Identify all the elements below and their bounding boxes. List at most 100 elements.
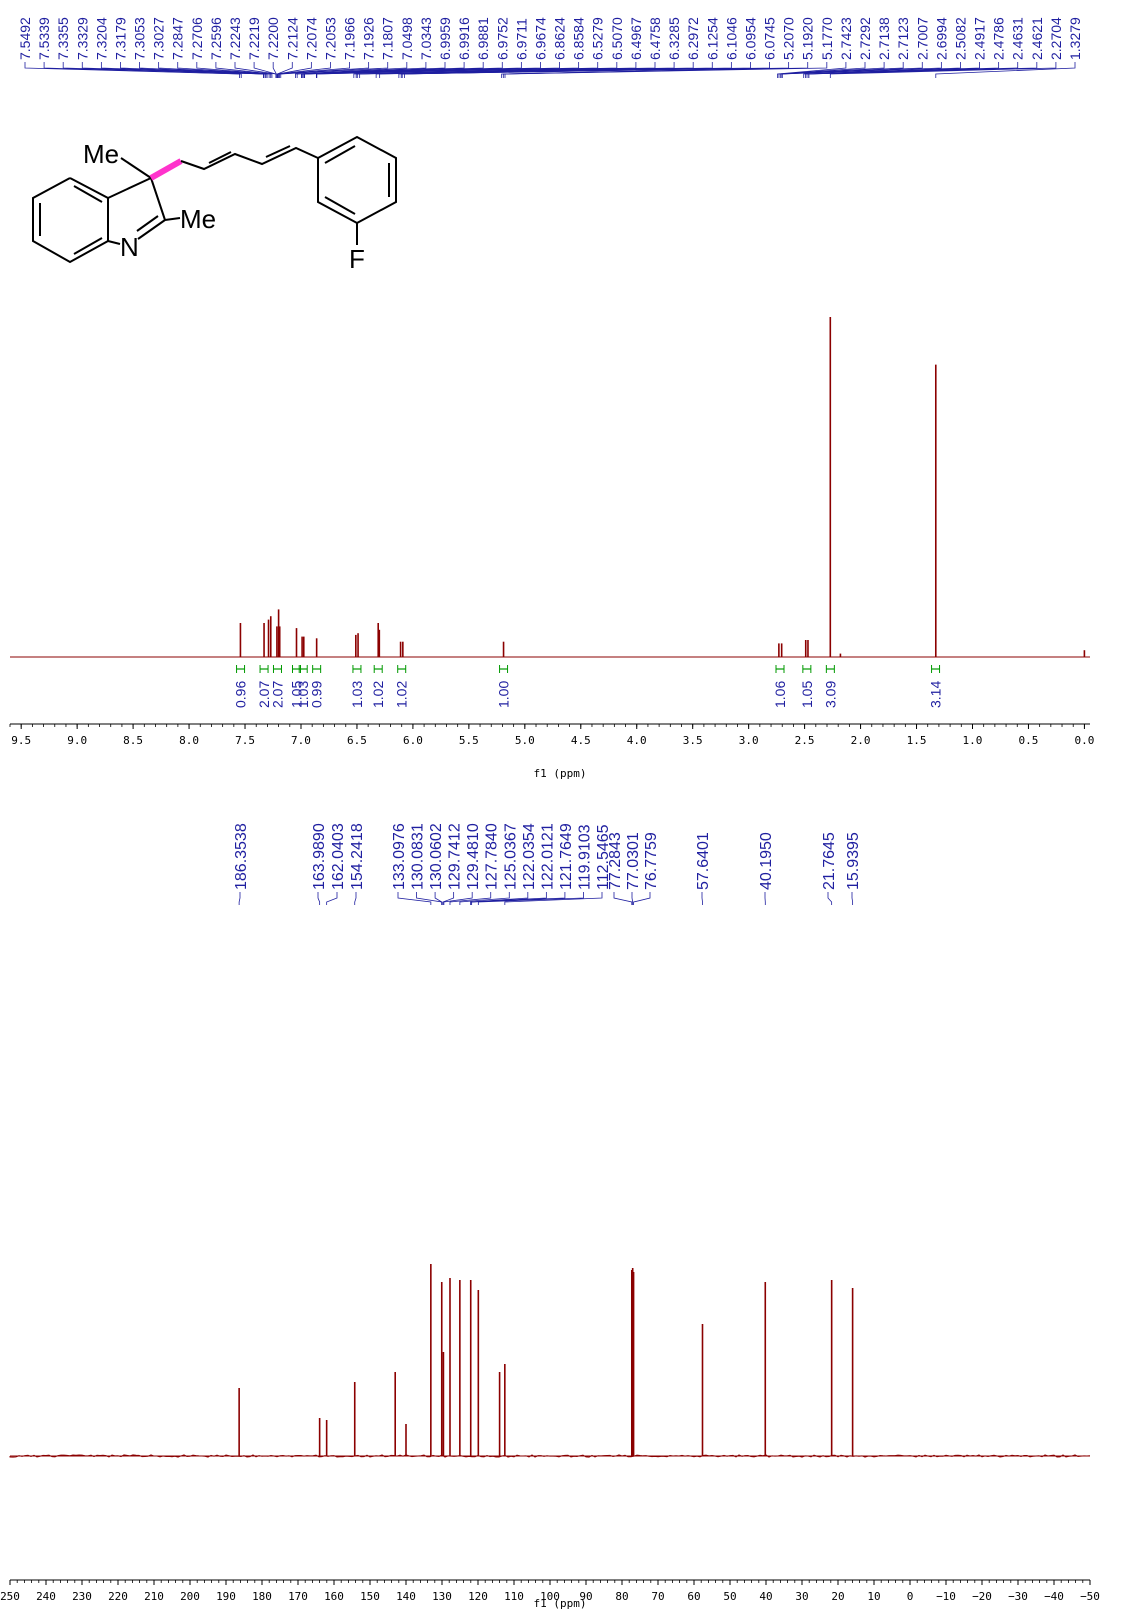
- peak-label: 2.6994: [933, 17, 949, 60]
- peak-label: 6.1254: [704, 17, 720, 60]
- tick-label: 80: [615, 1590, 628, 1603]
- h1-integrals: 0.96 2.072.07 1.051.030.99 1.03 1.02 1.02 1.00…: [233, 665, 944, 708]
- tick-label: 7.0: [291, 734, 311, 747]
- peak-label: 162.0403: [330, 823, 347, 890]
- label-connector: [633, 892, 651, 905]
- peak-label: 40.1950: [758, 832, 775, 890]
- peak-label: 7.3053: [132, 17, 148, 60]
- peak-label: 163.9890: [311, 823, 328, 890]
- tick-label: 1.5: [907, 734, 927, 747]
- peak-label: 6.9959: [437, 17, 453, 60]
- c3-c2-bond: [150, 177, 166, 221]
- benzo-ring-inner-bond: [73, 237, 103, 255]
- label-connector: [276, 62, 293, 78]
- peak-label: 5.1920: [800, 17, 816, 60]
- peak-label: 6.0745: [762, 17, 778, 60]
- label-connector: [477, 892, 584, 905]
- tick-label: 220: [108, 1590, 128, 1603]
- peak-label: 6.4967: [628, 17, 644, 60]
- tick-label: 2.5: [795, 734, 815, 747]
- tick-label: 250: [0, 1590, 20, 1603]
- tick-label: 2.0: [851, 734, 871, 747]
- h1-peak-labels: 7.5492 7.5339 7.3355 7.3329 7.3204 7.3179 7.30…: [17, 17, 1083, 60]
- c13-peak-labels: 186.3538 163.9890 162.0403 154.2418 133.0976…: [233, 823, 862, 890]
- noise-trace: [9, 1454, 1091, 1458]
- peak-label: 6.5070: [609, 17, 625, 60]
- tick-label: 160: [324, 1590, 344, 1603]
- peak-label: 7.5492: [17, 17, 33, 60]
- label-connector: [780, 62, 904, 78]
- peak-label: 6.9752: [494, 17, 510, 60]
- integral-label: 2.07: [256, 681, 272, 708]
- benzo-ring: [32, 177, 109, 264]
- peak-label: 119.9103: [576, 824, 593, 890]
- label-connector: [631, 892, 634, 905]
- peak-label: 6.9881: [475, 17, 491, 60]
- peak-label: 77.2843: [607, 832, 624, 890]
- chain-double-bond: [208, 151, 232, 164]
- phenyl-inner-bond: [324, 145, 356, 164]
- label-connector: [277, 62, 312, 78]
- tick-label: 60: [687, 1590, 700, 1603]
- peak-label: 186.3538: [233, 823, 250, 890]
- integral-label: 1.03: [349, 681, 365, 708]
- tick-label: 3.0: [739, 734, 759, 747]
- peak-label: 2.7423: [838, 17, 854, 60]
- peak-label: 21.7645: [821, 832, 838, 890]
- peak-label: 7.2200: [265, 17, 281, 60]
- tick-label: 210: [144, 1590, 164, 1603]
- phenyl-inner-bond: [324, 196, 356, 215]
- tick-label: 5.0: [515, 734, 535, 747]
- peak-label: 6.0954: [742, 17, 758, 60]
- label-connector: [354, 892, 357, 905]
- peak-label: 130.0831: [410, 823, 427, 890]
- peak-label: 7.2219: [246, 17, 262, 60]
- label-connector: [326, 892, 338, 905]
- tick-label: 120: [468, 1590, 488, 1603]
- n-c7a-bond: [107, 240, 121, 245]
- label-connector: [272, 62, 277, 78]
- integral-label: 1.02: [370, 681, 386, 708]
- peak-label: 7.3204: [93, 17, 109, 60]
- label-connector: [416, 892, 443, 905]
- integral-label: 1.03: [295, 681, 311, 708]
- peak-label: 5.2070: [781, 17, 797, 60]
- peak-label: 7.2706: [189, 17, 205, 60]
- peak-label: 7.1966: [342, 17, 358, 60]
- peak-label: 129.7412: [447, 823, 464, 890]
- peak-label: 7.0498: [399, 17, 415, 60]
- peak-label: 77.0301: [625, 832, 642, 890]
- tick-label: 9.0: [67, 734, 87, 747]
- label-connector: [504, 62, 828, 78]
- peak-label: 7.3355: [55, 17, 71, 60]
- peak-label: 2.5082: [952, 17, 968, 60]
- peak-label: 6.8624: [552, 17, 568, 60]
- tick-label: 180: [252, 1590, 272, 1603]
- tick-label: 0.0: [1074, 734, 1094, 747]
- integral-label: 1.05: [799, 681, 815, 708]
- h1-x-axis-title: f1 (ppm): [534, 767, 587, 780]
- tick-label: −10: [936, 1590, 956, 1603]
- peak-label: 5.1770: [819, 17, 835, 60]
- tick-label: 100: [540, 1590, 560, 1603]
- label-connector: [470, 892, 547, 905]
- tick-label: 110: [504, 1590, 524, 1603]
- tick-label: 8.5: [123, 734, 143, 747]
- tick-label: 240: [36, 1590, 56, 1603]
- tick-label: 130: [432, 1590, 452, 1603]
- peak-label: 6.8584: [571, 17, 587, 60]
- peak-label: 121.7649: [558, 823, 575, 890]
- c2-methyl-bond: [164, 217, 181, 221]
- methyl-label-top: Me: [83, 139, 119, 169]
- peak-label: 6.9711: [513, 18, 529, 60]
- peak-label: 2.4631: [1010, 17, 1026, 60]
- c13-spectrum-plot: [9, 1264, 1091, 1458]
- peak-label: 76.7759: [643, 832, 660, 890]
- peak-label: 6.5279: [590, 17, 606, 60]
- peak-label: 133.0976: [391, 823, 408, 890]
- integral-label: 1.05: [289, 681, 305, 708]
- label-connector: [397, 892, 432, 905]
- peak-label: 7.2124: [284, 17, 300, 60]
- label-connector: [215, 62, 273, 78]
